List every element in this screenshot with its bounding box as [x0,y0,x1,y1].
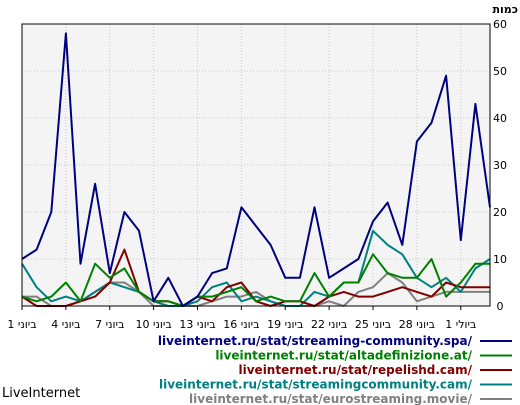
x-tick-label: 25 ביוני [355,318,391,331]
legend-label: liveinternet.ru/stat/repelishd.cam/ [239,363,473,377]
grid [21,24,490,306]
x-tick-label: 7 ביוני [95,318,124,331]
y-axis: 0 10 20 30 40 50 60 [493,18,507,313]
y-tick-label: 0 [497,300,504,313]
series-line [21,32,491,307]
x-tick-label: 1 ביוני [7,318,36,331]
legend-label: liveinternet.ru/stat/eurostreaming.movie… [189,392,473,405]
plot-frame [21,23,491,307]
x-tick-label: 4 ביוני [51,318,80,331]
x-tick-label: 13 ביוני [179,318,215,331]
y-tick-label: 50 [493,65,507,78]
legend-label: liveinternet.ru/stat/streaming-community… [158,334,473,348]
series-line [21,253,490,307]
y-tick-label: 40 [493,112,507,125]
x-axis: 1 ביוני 4 ביוני 7 ביוני 10 ביוני 13 ביוני 16 … [7,306,476,331]
y-axis-label: כמות [493,3,518,16]
y-tick-label: 20 [493,206,507,219]
legend-label: liveinternet.ru/stat/streamingcommunity.… [159,378,473,392]
legend: liveinternet.ru/stat/streaming-community… [158,334,512,405]
x-tick-label: 19 ביוני [267,318,303,331]
x-tick-label: 16 ביוני [223,318,259,331]
legend-label: liveinternet.ru/stat/altadefinizione.at/ [215,349,472,363]
x-tick-label: 10 ביוני [136,318,172,331]
x-tick-label: 22 ביוני [311,318,347,331]
series-line [21,229,491,307]
y-tick-label: 60 [493,18,507,31]
brand-logo-text: LiveInternet [2,386,81,401]
y-tick-label: 10 [493,253,507,266]
y-tick-label: 30 [493,159,507,172]
x-tick-label: 1 ביולי [445,318,476,331]
series-lines [21,32,491,307]
x-tick-label: 28 ביוני [399,318,435,331]
